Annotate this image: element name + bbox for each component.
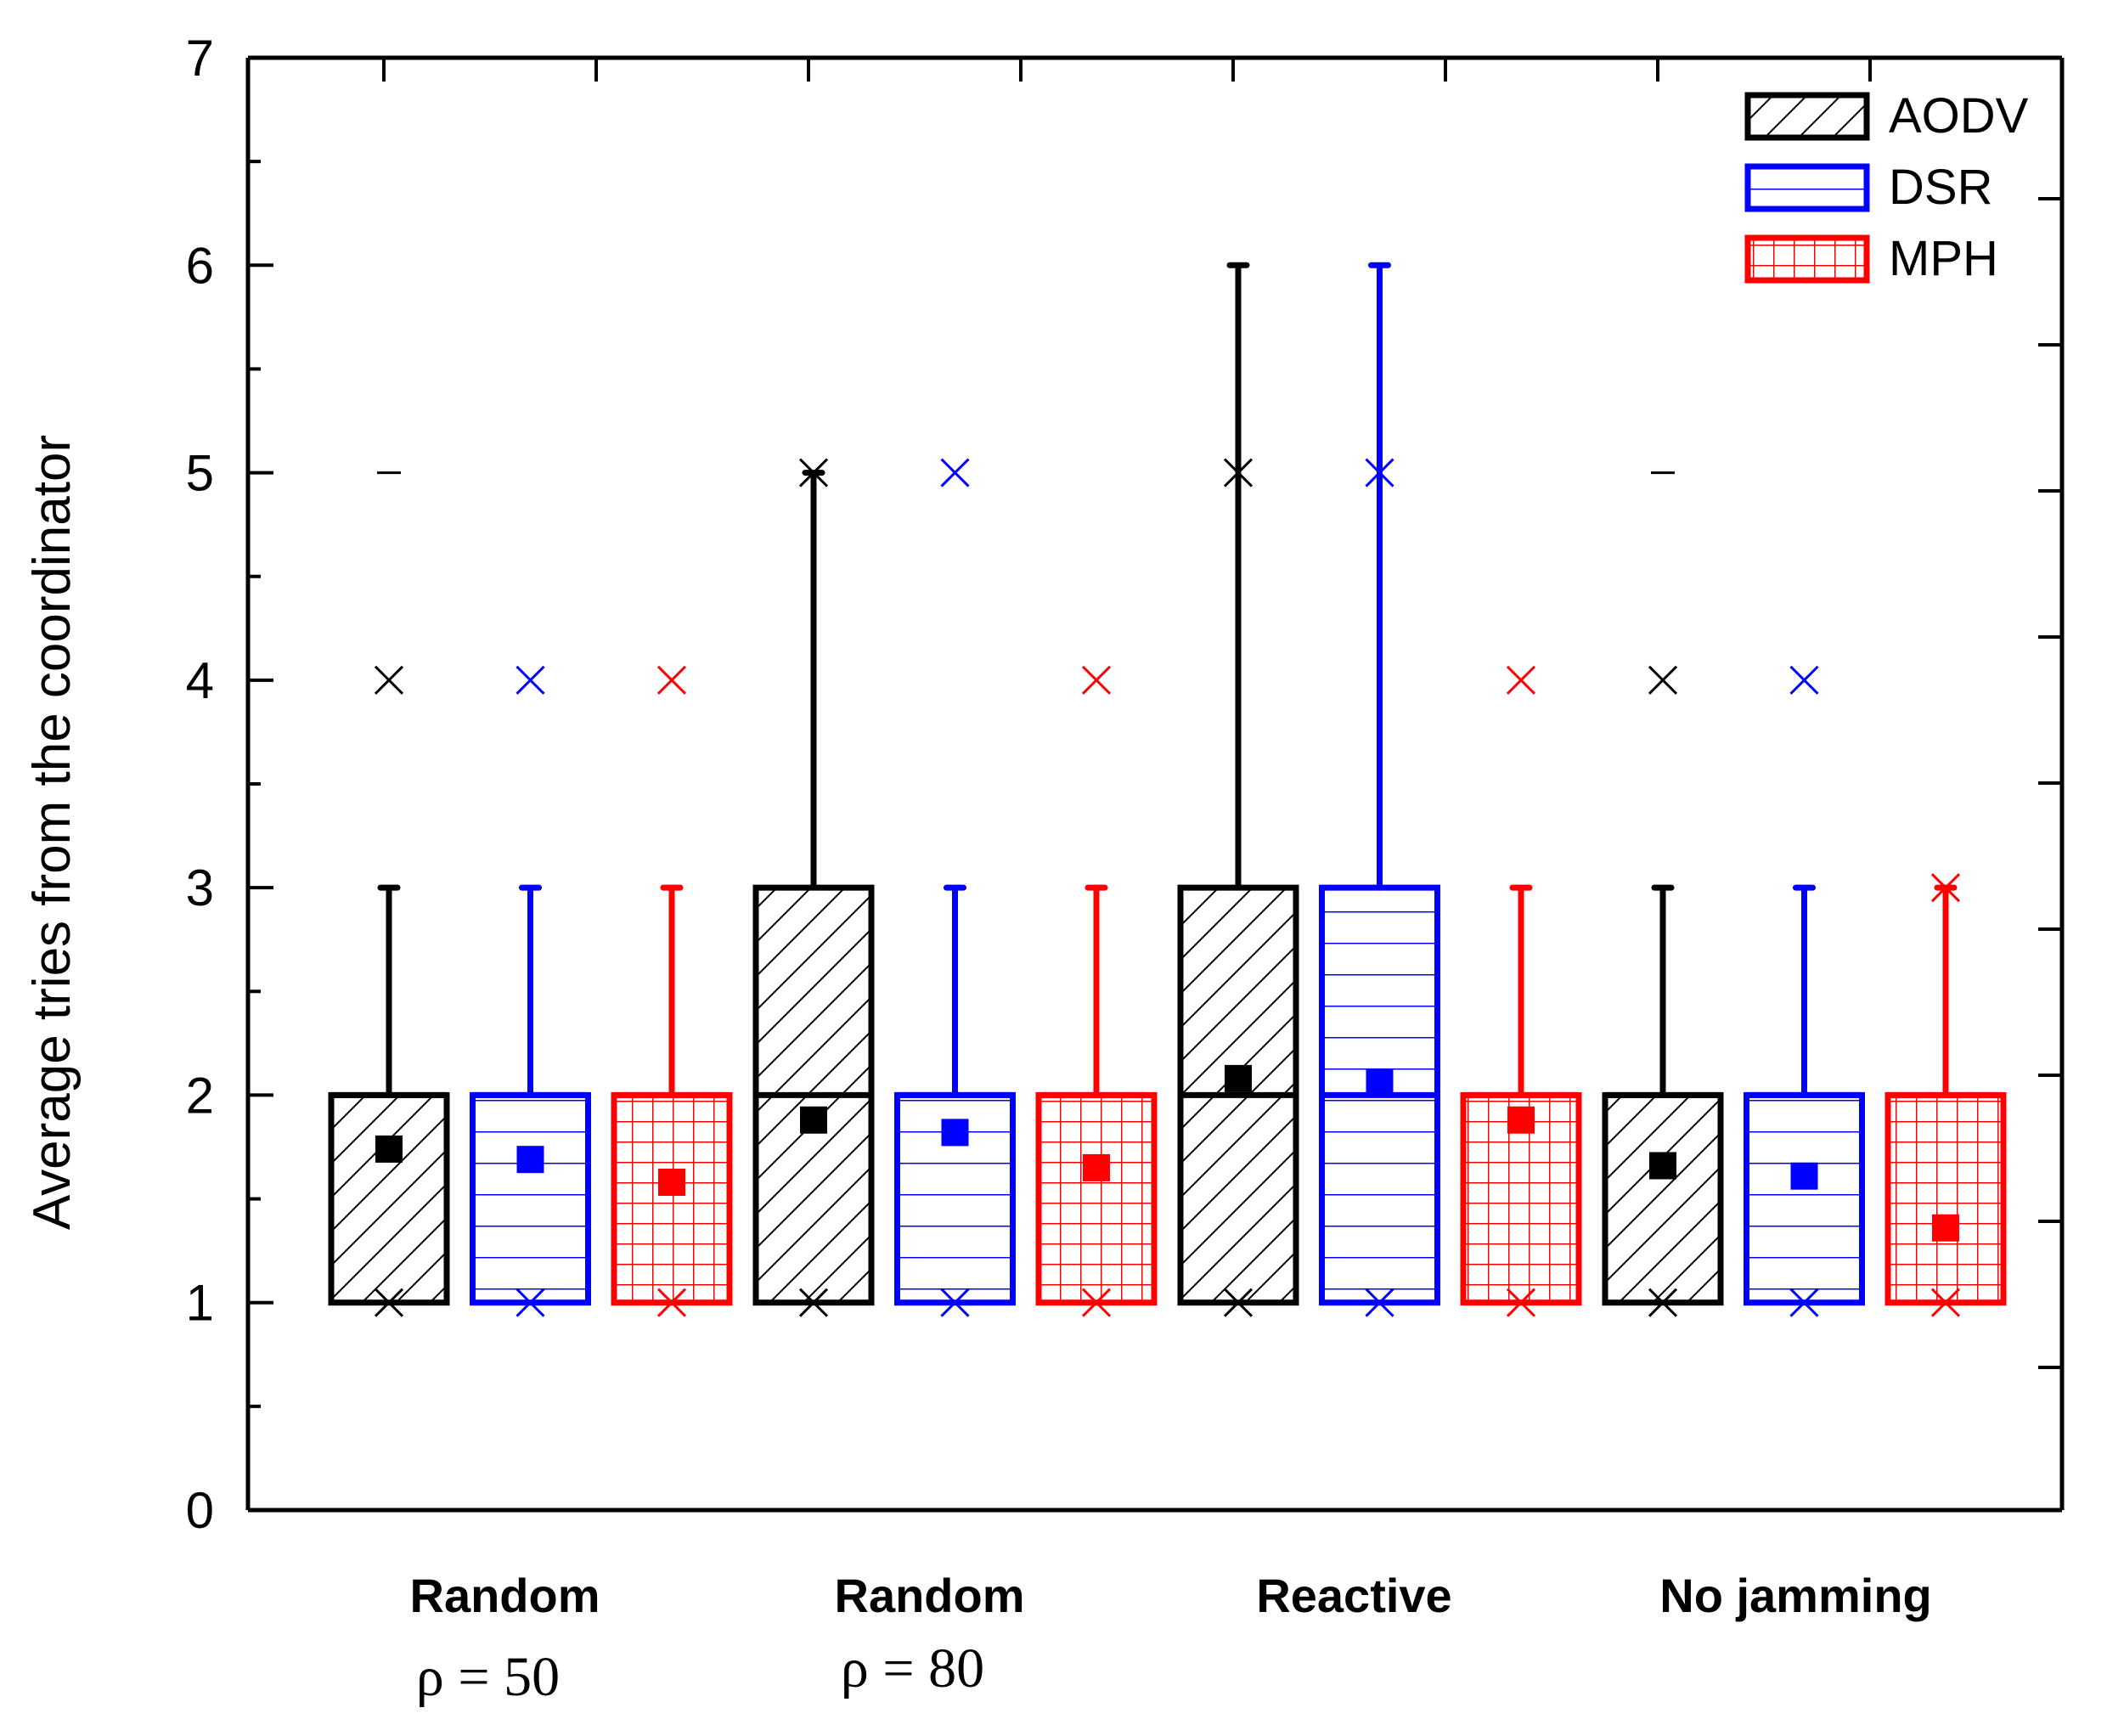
max-marker xyxy=(515,665,545,695)
mean-marker xyxy=(1225,1064,1252,1092)
min-marker xyxy=(1223,1288,1253,1317)
box-dsr-2 xyxy=(1319,262,1440,1317)
min-marker xyxy=(1506,1288,1536,1317)
min-marker xyxy=(374,1288,404,1317)
min-marker xyxy=(656,1288,687,1317)
box-mph-1 xyxy=(1035,665,1158,1317)
max-marker xyxy=(1081,665,1112,695)
mean-marker xyxy=(516,1146,544,1174)
max-marker xyxy=(374,665,404,695)
legend-label: AODV xyxy=(1889,88,2029,144)
min-marker xyxy=(1081,1288,1112,1317)
box-mph-2 xyxy=(1460,665,1582,1317)
legend-swatch xyxy=(1744,163,1870,212)
y-axis-ticks: 0 1 2 3 4 5 6 7 xyxy=(186,30,273,1539)
max-marker xyxy=(940,458,970,488)
box-aodv-2 xyxy=(1177,262,1299,1317)
max-marker xyxy=(1506,665,1536,695)
min-marker xyxy=(1789,1288,1819,1317)
legend-item-aodv: AODV xyxy=(1744,88,2029,144)
max-marker xyxy=(798,458,829,488)
box-rect xyxy=(1602,1091,1724,1306)
min-marker xyxy=(940,1288,970,1317)
box-rect xyxy=(328,1091,450,1306)
legend-label: MPH xyxy=(1889,231,1998,286)
box-mph-3 xyxy=(1884,873,2007,1317)
y-tick-label: 0 xyxy=(186,1482,214,1539)
group-sublabel: ρ = 50 xyxy=(416,1646,560,1708)
box-rect xyxy=(1744,1091,1865,1306)
box-aodv-0 xyxy=(328,471,450,1317)
plot-area xyxy=(328,262,2007,1317)
group-label: Reactive xyxy=(1256,1569,1451,1622)
min-marker xyxy=(515,1288,545,1317)
legend-swatch xyxy=(1744,234,1870,284)
y-tick-label: 5 xyxy=(186,445,214,502)
box-rect xyxy=(1035,1091,1158,1306)
box-rect xyxy=(470,1091,591,1306)
group-sublabel: ρ = 80 xyxy=(841,1637,984,1699)
box-aodv-1 xyxy=(752,458,875,1317)
legend-item-dsr: DSR xyxy=(1744,160,1992,215)
min-marker xyxy=(1648,1288,1678,1317)
legend-item-mph: MPH xyxy=(1744,231,1998,286)
y-tick-label: 2 xyxy=(186,1067,214,1124)
min-marker xyxy=(1930,1288,1961,1317)
max-marker xyxy=(1789,665,1819,695)
box-dsr-1 xyxy=(894,458,1016,1317)
max-marker xyxy=(1365,458,1394,488)
box-mph-0 xyxy=(611,665,733,1317)
y-tick-label: 4 xyxy=(186,652,214,709)
y-tick-label: 3 xyxy=(186,860,214,916)
max-marker xyxy=(1223,458,1253,488)
y-axis-title: Average tries from the coordinator xyxy=(23,435,82,1230)
min-marker xyxy=(1365,1288,1394,1317)
mean-marker xyxy=(1366,1068,1394,1096)
mean-marker xyxy=(375,1135,403,1163)
box-rect xyxy=(1884,1091,2007,1306)
box-aodv-3 xyxy=(1602,471,1724,1317)
group-label: Random xyxy=(410,1569,600,1622)
mean-marker xyxy=(1083,1153,1110,1181)
mean-marker xyxy=(1932,1214,1959,1242)
min-marker xyxy=(798,1288,829,1317)
group-label: No jamming xyxy=(1659,1569,1931,1622)
y-tick-label: 1 xyxy=(186,1275,214,1332)
mean-marker xyxy=(1649,1152,1676,1180)
box-dsr-3 xyxy=(1744,665,1865,1317)
mean-marker xyxy=(1790,1162,1818,1190)
box-rect xyxy=(611,1091,733,1306)
y-tick-label: 7 xyxy=(186,30,214,87)
box-dsr-0 xyxy=(470,665,591,1317)
mean-marker xyxy=(658,1169,685,1197)
x-axis-group-labels: Random ρ = 50 Random ρ = 80 Reactive No jammi… xyxy=(410,1569,1932,1708)
max-marker xyxy=(1648,665,1678,695)
group-label: Random xyxy=(835,1569,1025,1622)
mean-marker xyxy=(1507,1106,1535,1134)
legend-swatch xyxy=(1744,92,1870,141)
legend: AODV DSR MPH xyxy=(1744,88,2029,286)
mean-marker xyxy=(941,1119,969,1147)
y-tick-label: 6 xyxy=(186,237,214,294)
max-marker xyxy=(656,665,687,695)
legend-label: DSR xyxy=(1889,160,1992,215)
mean-marker xyxy=(800,1106,827,1134)
max-marker xyxy=(1930,873,1961,903)
